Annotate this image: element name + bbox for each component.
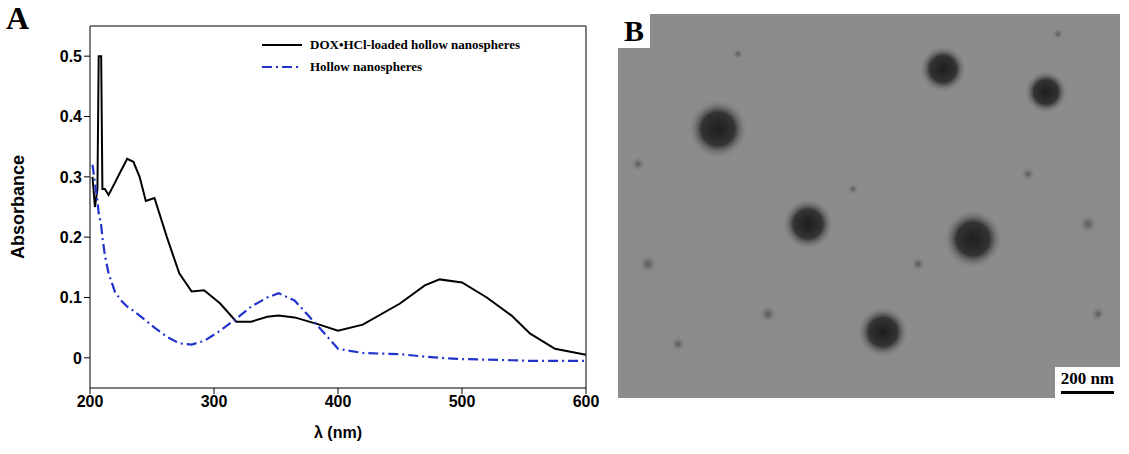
svg-text:400: 400 [325,393,352,410]
html-text:200 nm: 200 nm [1060,369,1114,388]
svg-text:0: 0 [73,350,82,367]
svg-text:0.2: 0.2 [60,229,82,246]
svg-text:0.1: 0.1 [60,289,82,306]
svg-text:0.3: 0.3 [60,169,82,186]
svg-text:λ (nm): λ (nm) [314,424,362,441]
svg-text:0.4: 0.4 [60,108,82,125]
svg-text:Absorbance: Absorbance [8,155,28,259]
svg-text:600: 600 [573,393,600,410]
svg-text:0.5: 0.5 [60,48,82,65]
html-text:DOX•HCl-loaded hollow nanosphe: DOX•HCl-loaded hollow nanospheres [310,37,521,52]
svg-text:300: 300 [201,393,228,410]
html-text:A: A [6,0,30,36]
html-text:Hollow nanospheres: Hollow nanospheres [310,59,423,74]
svg-text:500: 500 [449,393,476,410]
html-text:B: B [624,14,644,47]
svg-text:200: 200 [77,393,104,410]
